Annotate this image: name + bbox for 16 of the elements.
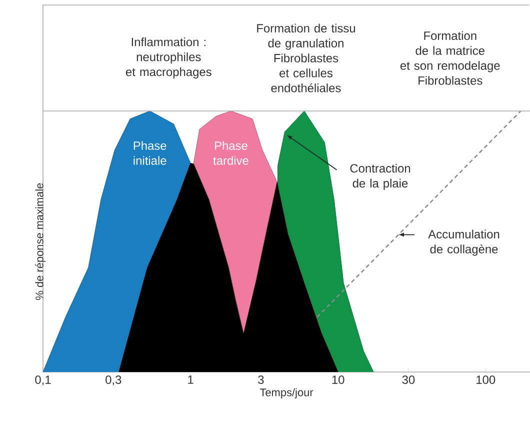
x-tick-label: 0,1 — [35, 376, 51, 386]
series-label: Phase initiale — [134, 141, 166, 165]
text: Formation de tissu de granulation Fibroblastes et cellules endothéliales — [257, 24, 356, 92]
text: Formation de la matrice et son remodelage Fibroblastes — [400, 31, 500, 85]
x-axis-title: Temps/jour — [260, 388, 314, 398]
x-tick-label: 30 — [402, 376, 415, 384]
text: Inflammation : neutrophiles et macrophages — [126, 37, 212, 79]
x-tick-label: 100 — [476, 376, 496, 384]
x-tick-label: 3 — [258, 376, 264, 384]
series-label: Phase tardive — [213, 141, 248, 165]
series-label: Contraction de la plaie — [350, 164, 410, 190]
x-tick-label: 1 — [188, 376, 194, 384]
x-tick-label: 0,3 — [106, 376, 122, 386]
y-axis-title: % de réponse maximale — [35, 183, 46, 300]
series-label: Accumulation de collagène — [428, 230, 500, 256]
x-tick-label: 10 — [332, 376, 344, 384]
